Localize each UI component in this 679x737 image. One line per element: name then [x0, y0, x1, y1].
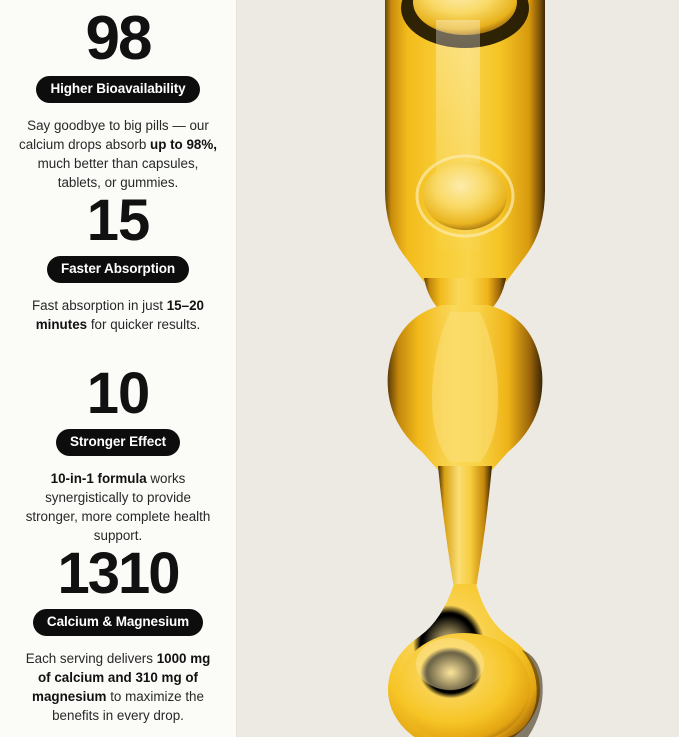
stat-number: 15: [86, 188, 151, 253]
neck-bubble-core: [423, 162, 507, 230]
desc-line: in every drop.: [102, 708, 184, 724]
badge-row: Stronger Effect: [0, 429, 236, 456]
stat-description: Say goodbye to big pills — our calcium d…: [18, 116, 218, 193]
droplet-highlight: [416, 638, 484, 690]
badge-row: Calcium & Magnesium: [0, 609, 236, 636]
droplet-rim-shadow: [508, 650, 543, 737]
badge-row: Faster Absorption: [0, 256, 236, 283]
desc-line: Fast absorption in just: [32, 297, 163, 313]
status-badge: Stronger Effect: [55, 429, 180, 456]
status-badge: Faster Absorption: [46, 256, 190, 283]
desc-line: works: [146, 470, 186, 486]
desc-line: much better than: [37, 156, 139, 172]
desc-line: our calcium drops absorb: [19, 117, 209, 152]
desc-line: Say goodbye to big pills —: [27, 117, 186, 133]
panel-divider: [236, 0, 237, 737]
stat-number: 1310: [57, 541, 180, 606]
stat-block-strength: 10 Stronger Effect 10-in-1 formula works…: [0, 365, 236, 546]
oil-droplet-image: [236, 0, 679, 737]
desc-line-bold: 310 mg of magnesium: [32, 669, 198, 705]
desc-line: quicker results.: [110, 316, 201, 332]
desc-line: synergistically to provide: [45, 489, 191, 505]
stat-block-absorption: 15 Faster Absorption Fast absorption in …: [0, 192, 236, 334]
oil-neck-upper: [424, 278, 506, 312]
desc-line: stronger, more complete: [25, 509, 171, 525]
badge-row: Higher Bioavailability: [0, 76, 236, 103]
desc-line: capsules, tablets, or gummies.: [57, 156, 199, 191]
neck-bubble-outline: [415, 154, 515, 238]
bulb-inner-highlight: [432, 312, 498, 462]
stat-number: 10: [86, 361, 151, 426]
desc-line-bold: 1000 mg of calcium and: [37, 650, 211, 685]
stat-number: 98: [85, 4, 153, 73]
desc-line-bold: 15–20 minutes: [35, 297, 204, 332]
stat-description: Each serving delivers 1000 mg of calcium…: [18, 649, 218, 726]
droplet-sphere: [398, 633, 530, 737]
desc-line: to maximize the benefits: [52, 689, 204, 724]
desc-line: Each serving delivers: [25, 650, 153, 666]
oil-stream: [438, 466, 492, 588]
status-badge: Higher Bioavailability: [36, 76, 200, 103]
status-badge: Calcium & Magnesium: [32, 609, 204, 636]
desc-line: health support.: [93, 509, 211, 544]
desc-line-bold: up to 98%,: [150, 136, 217, 152]
stat-description: 10-in-1 formula works synergistically to…: [18, 469, 218, 546]
stat-description: Fast absorption in just 15–20 minutes fo…: [18, 296, 218, 335]
desc-line: for: [87, 316, 107, 332]
stat-block-minerals: 1310 Calcium & Magnesium Each serving de…: [0, 545, 236, 726]
stats-panel: 98 Higher Bioavailability Say goodbye to…: [0, 0, 236, 737]
product-image-panel: [236, 0, 679, 737]
desc-line-bold: 10-in-1 formula: [50, 470, 147, 486]
stat-block-bioavailability: 98 Higher Bioavailability Say goodbye to…: [0, 8, 236, 193]
